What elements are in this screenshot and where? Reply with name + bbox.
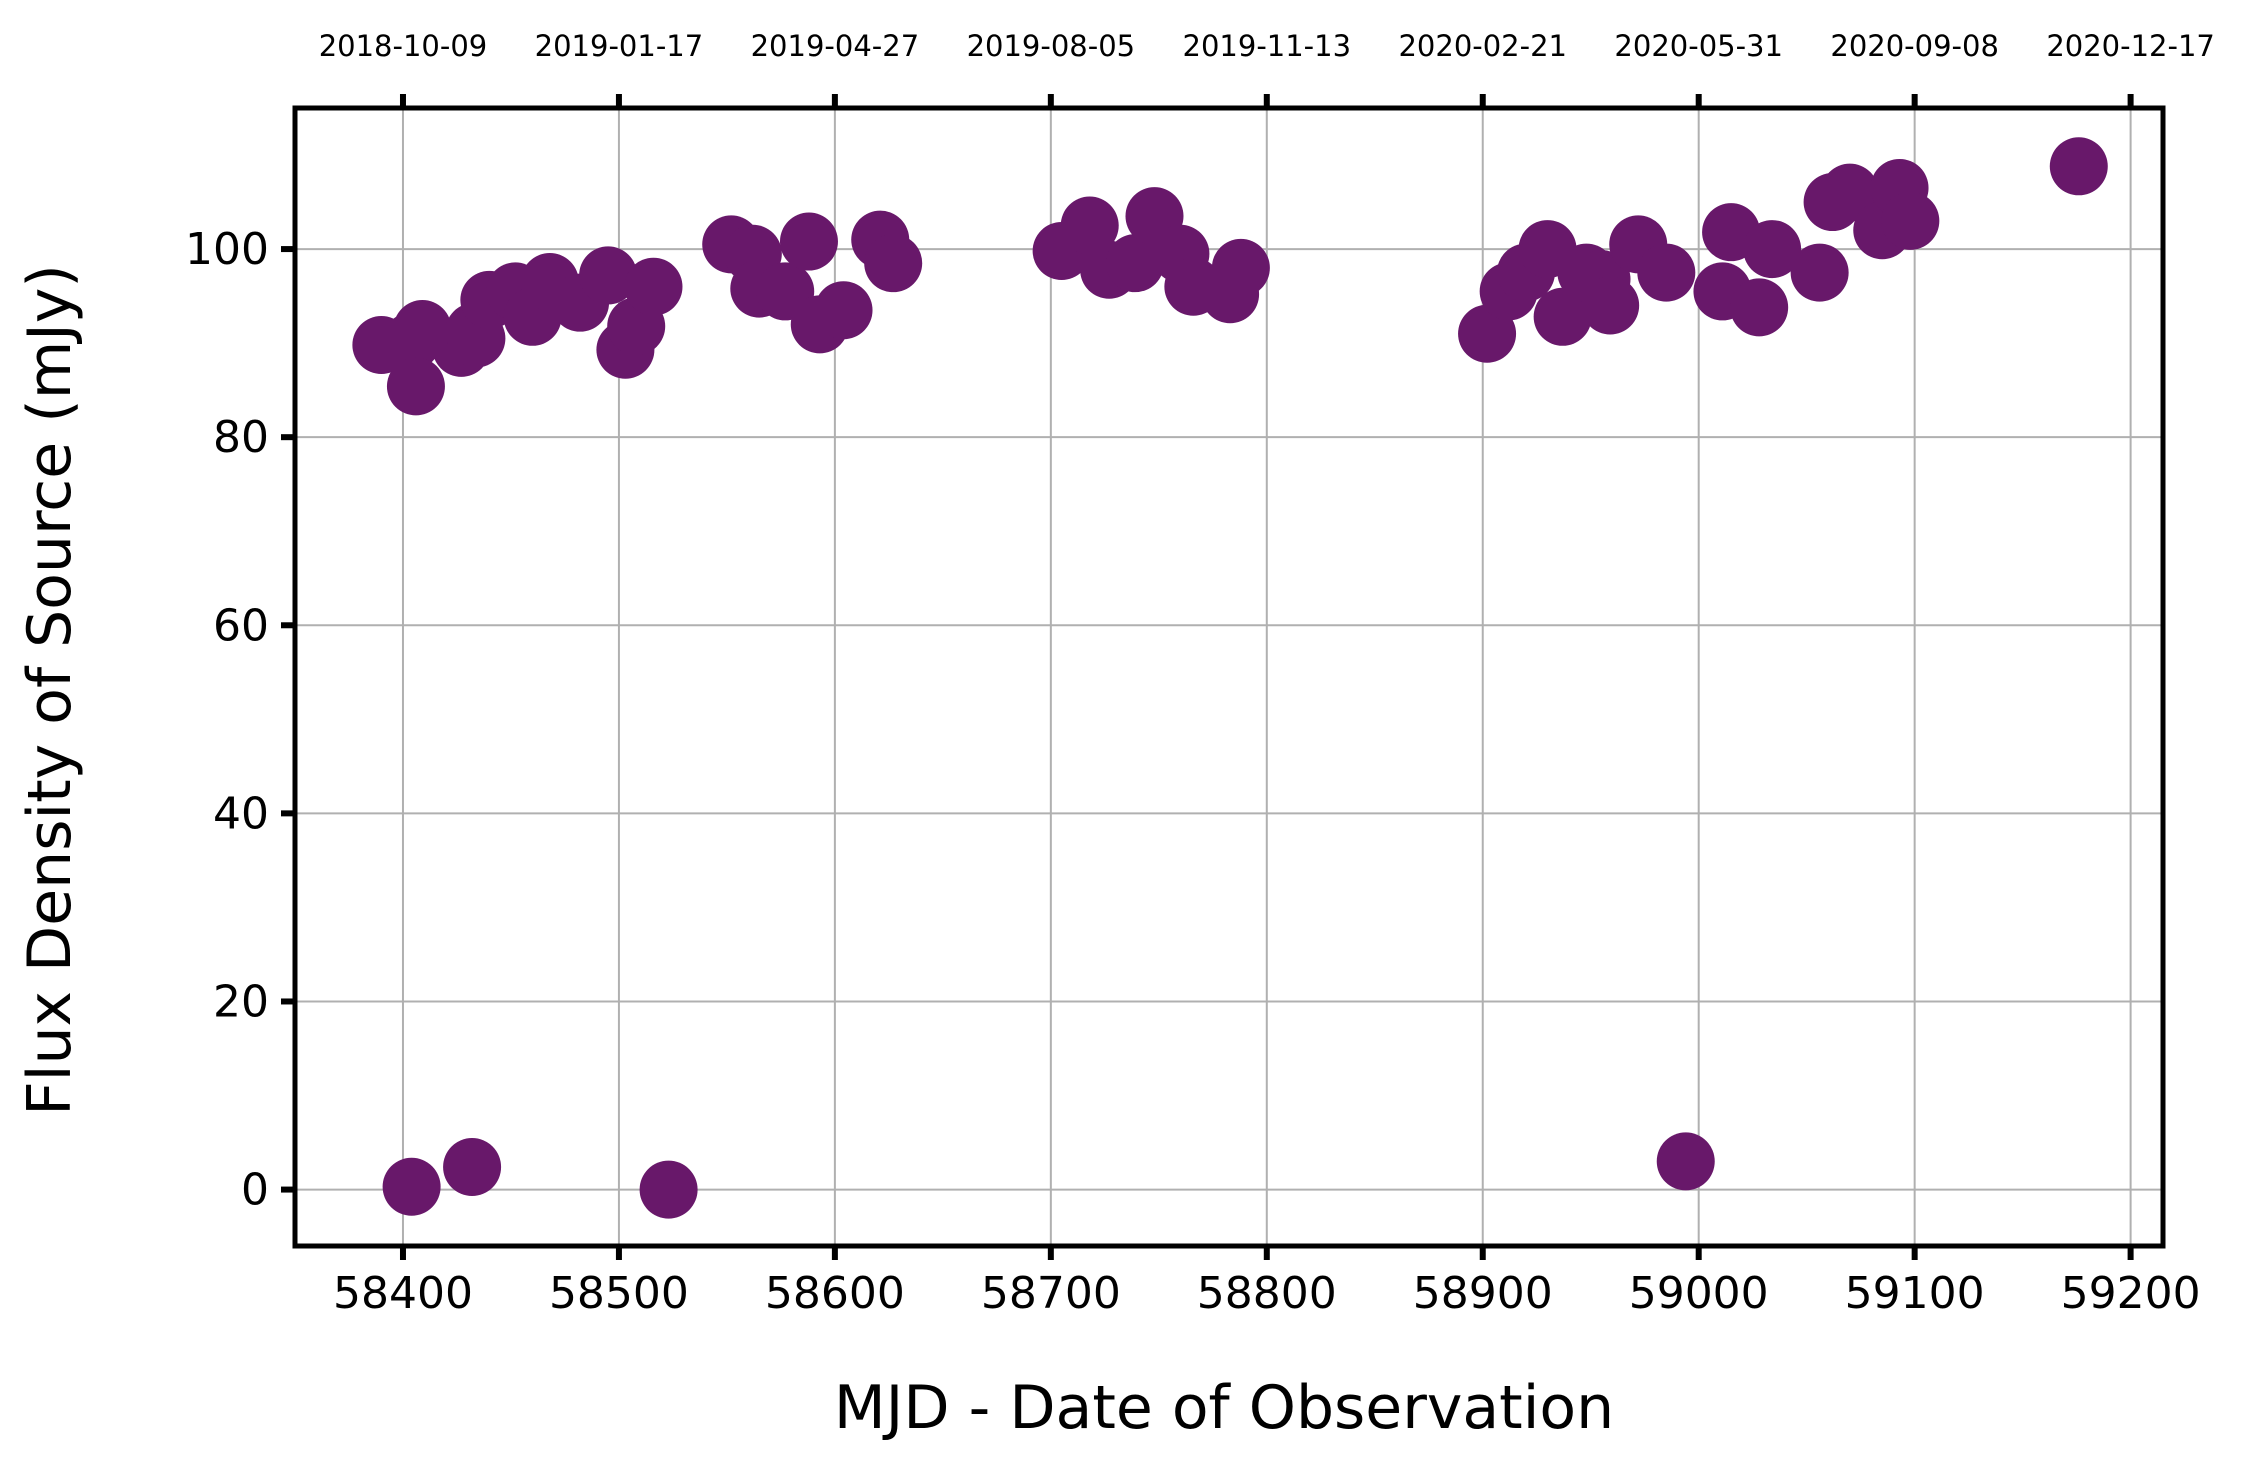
x-tick-label: 58400 [333,1268,473,1319]
data-point [864,234,923,293]
x-tick-label: 58600 [765,1268,905,1319]
data-point [1820,163,1879,222]
data-point [579,246,638,305]
x-tick-label: 59200 [2061,1268,2201,1319]
data-point [382,1157,441,1216]
y-tick-label: 80 [213,412,269,463]
top-date-label: 2019-11-13 [1183,29,1352,63]
x-tick-label: 58800 [1197,1268,1337,1319]
x-axis-label: MJD - Date of Observation [834,1373,1614,1443]
y-tick-label: 0 [241,1165,269,1216]
data-point [1637,243,1696,302]
x-tick-label: 59100 [1845,1268,1985,1319]
top-date-label: 2020-09-08 [1830,29,1999,63]
y-tick-label: 100 [185,224,269,275]
data-point [443,1137,502,1196]
y-tick-label: 60 [213,600,269,651]
y-axis-ticks: 0 20 40 60 80 100 [185,224,295,1216]
plot-frame [292,105,2166,1249]
top-date-label: 2019-01-17 [535,29,704,63]
data-points [352,137,2108,1219]
data-point [1730,278,1789,337]
data-point [814,281,873,340]
y-tick-label: 40 [213,788,269,839]
y-axis-label: Flux Density of Source (mJy) [15,264,85,1115]
data-point [639,1160,698,1219]
x-tick-label: 59000 [1629,1268,1769,1319]
data-point [386,357,445,416]
data-point [2049,137,2108,196]
x-tick-label: 58900 [1413,1268,1553,1319]
data-point [1533,287,1592,346]
data-point [1881,191,1940,250]
top-date-label: 2020-02-21 [1398,29,1567,63]
x-axis-ticks: 58400 58500 58600 58700 58800 58900 59000 59100… [333,1246,2201,1319]
x-tick-label: 58500 [549,1268,689,1319]
top-date-label: 2020-05-31 [1614,29,1783,63]
data-point [1106,234,1165,293]
data-point [1656,1132,1715,1191]
top-date-label: 2019-08-05 [967,29,1136,63]
data-point [1211,238,1270,297]
top-date-axis-ticks: 2018-10-09 2019-01-17 2019-04-27 2019-08-05… [319,29,2215,108]
y-tick-label: 20 [213,976,269,1027]
data-point [1790,243,1849,302]
data-point [1581,276,1640,335]
top-date-label: 2019-04-27 [751,29,920,63]
x-tick-label: 58700 [981,1268,1121,1319]
data-point [624,257,683,316]
top-date-label: 2018-10-09 [319,29,488,63]
data-point [1060,196,1119,255]
top-date-label: 2020-12-17 [2046,29,2215,63]
data-point [779,212,838,271]
data-point [1743,220,1802,279]
